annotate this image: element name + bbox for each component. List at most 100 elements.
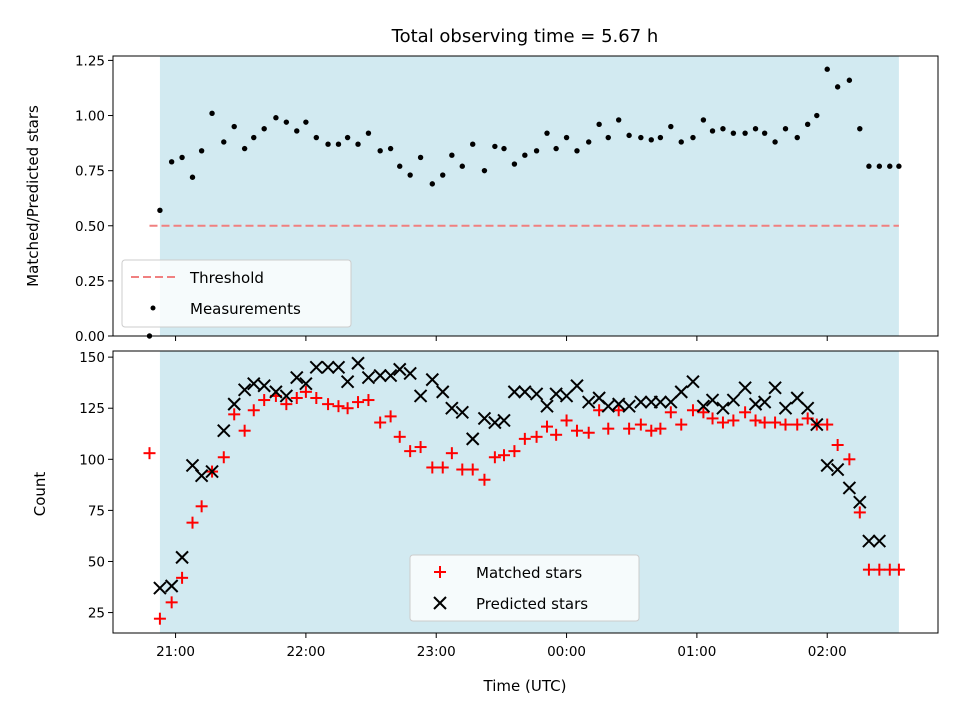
measurement-point: [586, 139, 592, 145]
predicted-star-point: [290, 370, 304, 385]
predicted-star-point: [227, 397, 241, 411]
measurement-point: [449, 152, 455, 158]
legend-predicted-swatch: [433, 596, 447, 610]
matched-star-point: [186, 516, 199, 529]
measurement-point: [866, 163, 872, 169]
predicted-star-point: [664, 395, 678, 409]
measurement-point: [782, 126, 789, 132]
panel-counts-y-axis: 25 50 75 100 125 150: [79, 350, 113, 622]
matched-star-point: [716, 416, 729, 429]
predicted-star-point: [570, 379, 584, 393]
matched-star-point: [217, 451, 230, 464]
measurement-point: [198, 148, 205, 154]
predicted-star-point: [153, 581, 167, 595]
measurement-point: [501, 145, 507, 152]
measurement-point: [492, 143, 498, 150]
predicted-star-point: [373, 368, 387, 383]
measurement-point: [887, 163, 893, 169]
y-tick-label: 75: [88, 503, 105, 519]
measurement-point: [221, 139, 227, 145]
measurement-point: [335, 141, 342, 147]
measurement-point: [638, 134, 644, 141]
measurement-point: [804, 121, 811, 128]
legend-box: [121, 259, 352, 328]
matched-star-point: [466, 463, 479, 476]
measurement-point: [511, 161, 518, 167]
predicted-star-point: [445, 401, 459, 415]
legend-matched-label: Matched stars: [476, 564, 582, 582]
measurement-point: [481, 167, 488, 174]
measurement-point: [251, 134, 257, 141]
legend-threshold-label: Threshold: [189, 269, 264, 287]
y-tick-label: 1.00: [75, 109, 105, 125]
y-tick-label: 0.75: [75, 164, 105, 180]
measurement-point: [596, 121, 602, 128]
measurement-point: [387, 145, 394, 152]
predicted-star-point: [830, 462, 845, 477]
measurement-point: [459, 163, 465, 169]
matched-star-point: [352, 396, 365, 409]
measurement-point: [846, 77, 853, 83]
matched-star-point: [654, 422, 667, 435]
predicted-star-point: [768, 381, 782, 395]
measurement-point: [814, 112, 820, 119]
matched-star-point: [602, 422, 615, 435]
measurement-point: [377, 148, 383, 154]
matched-star-point: [497, 449, 510, 462]
predicted-star-point: [726, 393, 741, 407]
matched-star-point: [195, 500, 208, 513]
x-tick-label: 02:00: [808, 644, 847, 660]
y-tick-label: 100: [79, 452, 105, 468]
measurement-point: [168, 159, 175, 165]
panel-counts-frame: [112, 350, 939, 634]
measurement-point: [231, 123, 237, 130]
measurement-point: [648, 137, 654, 143]
predicted-star-point: [361, 370, 376, 385]
predicted-star-point: [279, 389, 294, 403]
predicted-star-point: [810, 417, 824, 432]
legend-box: [409, 554, 640, 622]
matched-star-point: [570, 424, 583, 437]
matched-star-point: [862, 563, 875, 576]
matched-star-point: [518, 432, 531, 445]
panel-counts: 25 50 75 100 125 150 21:00 22:00 23:00 00:00 01:0…: [31, 350, 939, 695]
matched-star-point: [332, 400, 345, 413]
measurement-point: [615, 117, 622, 123]
y-tick-label: 150: [79, 350, 105, 366]
measurement-point: [189, 174, 196, 180]
measurement-point: [365, 130, 372, 136]
matched-star-point: [706, 412, 719, 425]
measurement-point: [626, 132, 632, 139]
predicted-star-point: [393, 362, 407, 377]
predicted-star-point: [716, 401, 730, 415]
panel-counts-x-axis: 21:00 22:00 23:00 00:00 01:00 02:00: [156, 633, 847, 660]
predicted-star-point: [872, 534, 887, 548]
matched-star-point: [779, 418, 792, 431]
measurement-point: [709, 128, 716, 134]
predicted-star-point: [425, 372, 440, 387]
measurement-point: [605, 134, 611, 141]
matched-star-point: [176, 571, 189, 584]
predicted-star-point: [403, 366, 417, 381]
matched-star-point: [831, 439, 844, 451]
matched-star-point: [165, 596, 178, 609]
predicted-star-point: [611, 397, 626, 411]
predicted-star-point: [269, 385, 283, 399]
matched-star-point: [508, 445, 521, 458]
predicted-star-point: [634, 395, 648, 409]
x-tick-label: 23:00: [417, 644, 456, 660]
matched-star-point: [290, 392, 303, 404]
predicted-star-point: [790, 391, 804, 405]
predicted-star-point: [237, 383, 252, 397]
predicted-star-point: [507, 385, 522, 399]
matched-star-point: [645, 424, 658, 437]
measurement-point: [294, 128, 300, 134]
predicted-star-point: [194, 468, 209, 483]
matched-star-point: [623, 422, 636, 435]
measurement-point: [857, 126, 863, 132]
matched-star-point: [530, 430, 543, 443]
predicted-star-point: [436, 385, 450, 399]
predicted-star-point: [696, 399, 711, 413]
predicted-star-point: [164, 579, 179, 593]
measurement-point: [896, 163, 902, 169]
